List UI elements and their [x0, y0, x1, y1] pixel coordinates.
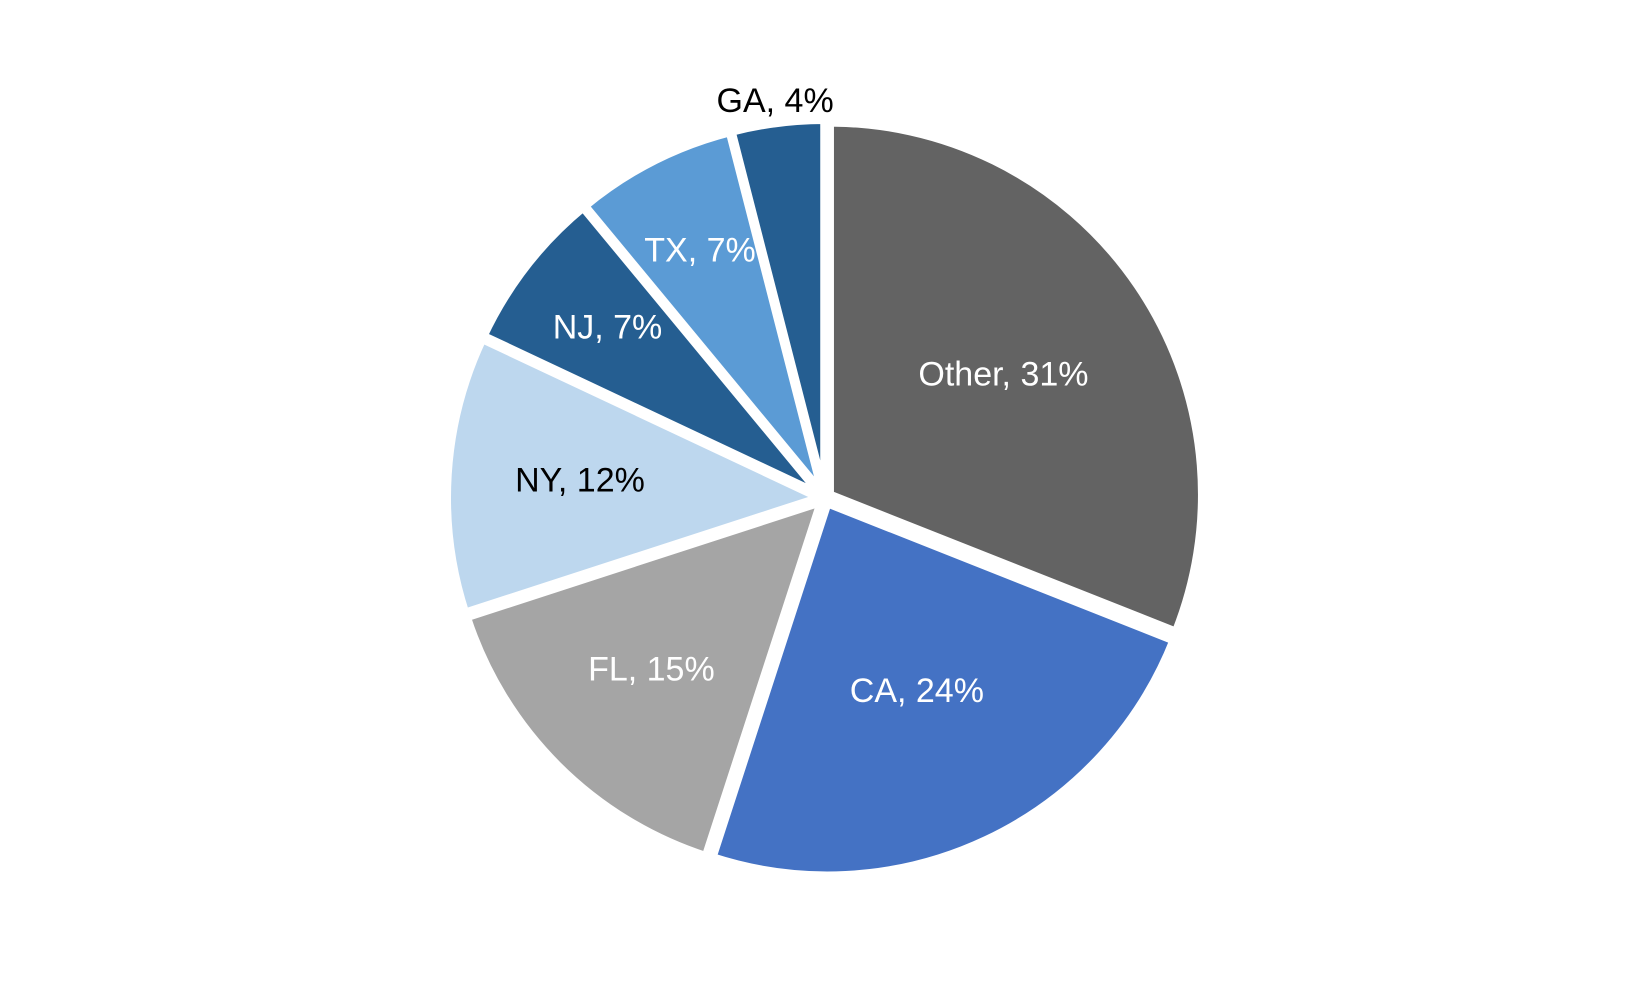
pie-slice-nj [478, 202, 824, 498]
pie-slice-ga [726, 116, 829, 494]
pie-slice-ca [707, 498, 1179, 880]
pie-slice-other [825, 118, 1206, 637]
pie-data-labels: Other, 31% CA, 24% FL, 15% NY, 12% NJ, 7% TX,… [515, 82, 1088, 710]
data-label-tx: TX, 7% [644, 232, 755, 270]
pie-slices [443, 116, 1206, 880]
data-label-nj: NJ, 7% [553, 308, 663, 346]
pie-slice-fl [461, 496, 827, 862]
pie-slice-ny [443, 333, 830, 618]
data-label-ny: NY, 12% [515, 462, 645, 500]
data-label-ca: CA, 24% [850, 672, 984, 710]
data-label-fl: FL, 15% [588, 651, 715, 689]
data-label-other: Other, 31% [918, 356, 1088, 394]
pie-slice-tx [579, 127, 827, 496]
data-label-ga: GA, 4% [717, 82, 834, 120]
